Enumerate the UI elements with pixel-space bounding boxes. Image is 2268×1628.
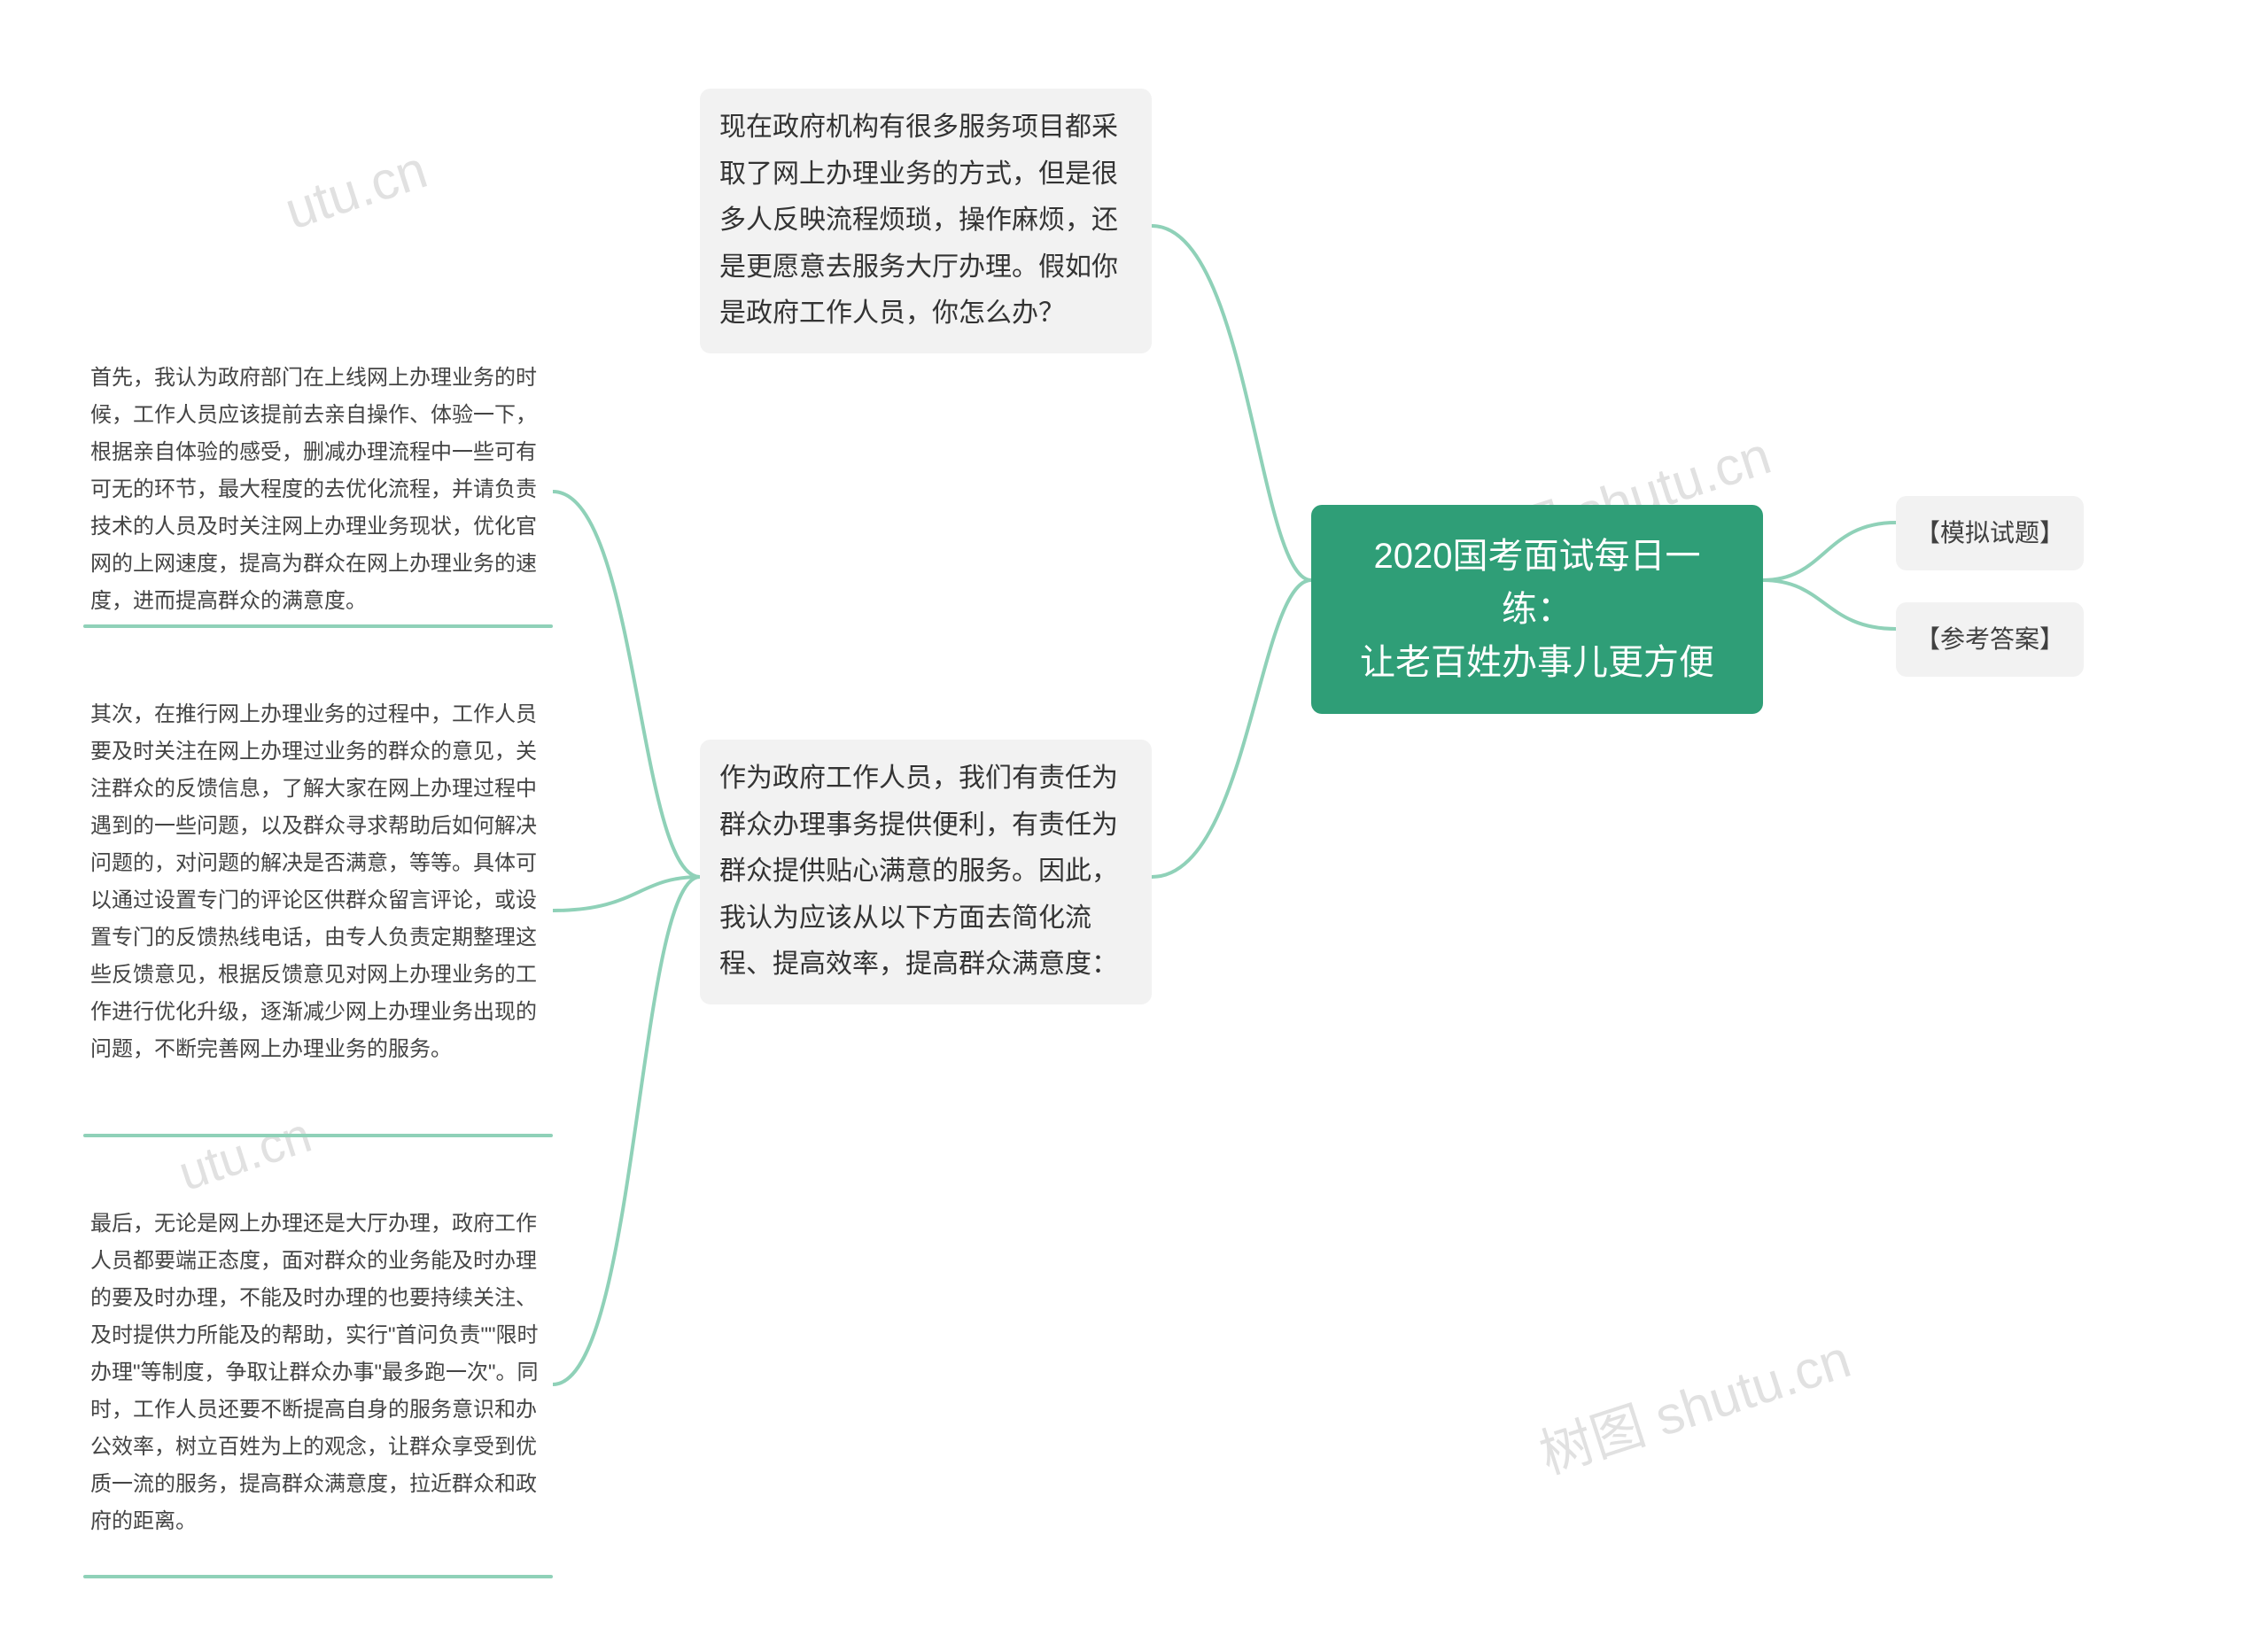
mindmap-stage: utu.cn 树图 shutu.cn utu.cn 树图 shutu.cn 20… [0,0,2268,1628]
root-node[interactable]: 2020国考面试每日一练： 让老百姓办事儿更方便 [1311,505,1763,714]
question-node[interactable]: 现在政府机构有很多服务项目都采取了网上办理业务的方式，但是很多人反映流程烦琐，操… [700,89,1152,353]
branch-mock-exam[interactable]: 【模拟试题】 [1896,496,2084,570]
root-line1: 2020国考面试每日一练： [1341,530,1733,636]
leaf-underline [83,1575,553,1578]
watermark: 树图 shutu.cn [1528,1316,1859,1489]
watermark: utu.cn [277,138,434,241]
leaf-underline [83,624,553,628]
answer-point-3[interactable]: 最后，无论是网上办理还是大厅办理，政府工作人员都要端正态度，面对群众的业务能及时… [83,1200,553,1546]
root-line2: 让老百姓办事儿更方便 [1341,636,1733,689]
answer-point-1[interactable]: 首先，我认为政府部门在上线网上办理业务的时候，工作人员应该提前去亲自操作、体验一… [83,354,553,625]
answer-intro-node[interactable]: 作为政府工作人员，我们有责任为群众办理事务提供便利，有责任为群众提供贴心满意的服… [700,740,1152,1004]
answer-point-2[interactable]: 其次，在推行网上办理业务的过程中，工作人员要及时关注在网上办理过业务的群众的意见… [83,691,553,1074]
leaf-underline [83,1134,553,1137]
watermark: utu.cn [172,1105,318,1202]
branch-reference-answer[interactable]: 【参考答案】 [1896,602,2084,677]
